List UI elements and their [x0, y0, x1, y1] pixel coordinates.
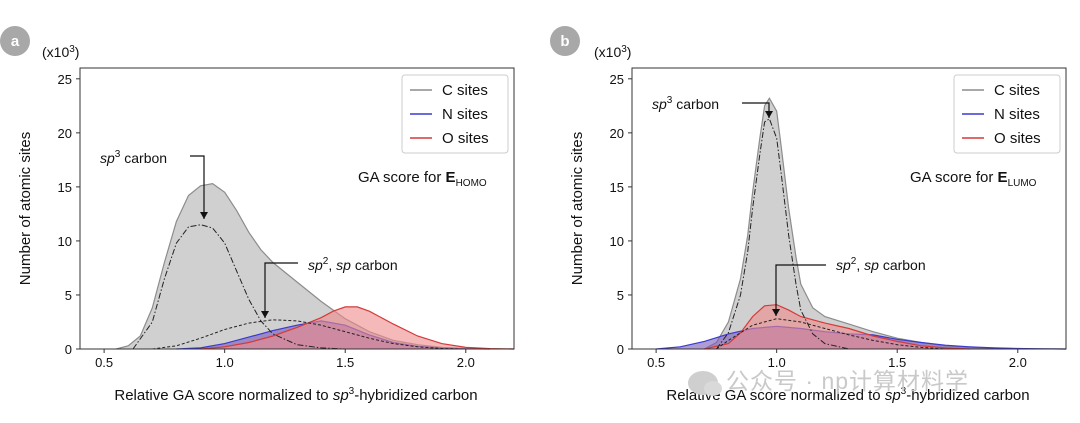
- series-area-o-sites: [200, 306, 514, 349]
- annotation-sp2-sp-carbon: sp2, sp carbon: [308, 256, 398, 273]
- panel-badge: [0, 26, 30, 56]
- legend-box: [953, 74, 1061, 154]
- series-area-c-sites: [116, 183, 514, 349]
- plot-frame: [631, 67, 1067, 350]
- legend-label: N sites: [994, 106, 1040, 123]
- y-multiplier: (x103): [42, 44, 79, 60]
- y-tick-label: 20: [58, 126, 72, 141]
- subcurve-sp2-sp: [152, 319, 466, 350]
- y-tick-label: 5: [617, 288, 624, 303]
- y-tick-label: 15: [610, 180, 624, 195]
- legend-box: [401, 74, 509, 154]
- x-tick-label: 1.0: [216, 355, 234, 370]
- y-axis-label: Number of atomic sites: [569, 132, 586, 285]
- x-tick-label: 2.0: [457, 355, 475, 370]
- series-area-c-sites: [704, 98, 1066, 349]
- panel-badge: [550, 26, 580, 56]
- subcurve-sp3: [132, 224, 346, 350]
- y-multiplier: (x103): [594, 44, 631, 60]
- x-tick-label: 1.5: [888, 355, 906, 370]
- legend-label: N sites: [442, 106, 488, 123]
- x-tick-label: 0.5: [647, 355, 665, 370]
- annotation-sp2-sp-carbon: sp2, sp carbon: [836, 256, 926, 273]
- subcurve-sp3: [715, 118, 850, 350]
- panel-letter: a: [11, 33, 20, 50]
- wechat-icon: [688, 370, 722, 396]
- annotation-arrow-line: [190, 155, 205, 219]
- plot-frame: [79, 67, 515, 350]
- x-axis-label: Relative GA score normalized to sp3-hybr…: [114, 386, 477, 404]
- subcurve-sp2-sp: [716, 318, 946, 350]
- y-tick-label: 10: [58, 234, 72, 249]
- x-tick-label: 0.5: [95, 355, 113, 370]
- y-tick-label: 25: [610, 72, 624, 87]
- y-tick-label: 25: [58, 72, 72, 87]
- x-tick-label: 2.0: [1009, 355, 1027, 370]
- legend-label: O sites: [994, 130, 1041, 147]
- annotation-arrowhead: [772, 309, 780, 316]
- annotation-arrowhead: [200, 212, 208, 219]
- annotation-arrow-line: [775, 264, 826, 316]
- x-tick-label: 1.0: [768, 355, 786, 370]
- y-tick-label: 15: [58, 180, 72, 195]
- y-tick-label: 20: [610, 126, 624, 141]
- annotation-sp3-carbon: sp3 carbon: [652, 95, 719, 112]
- annotation-arrow-line: [264, 262, 298, 318]
- annotation-sp3-carbon: sp3 carbon: [100, 149, 167, 166]
- x-tick-label: 1.5: [336, 355, 354, 370]
- series-area-o-sites: [704, 304, 970, 349]
- series-line-o-sites: [200, 306, 515, 350]
- legend-label: C sites: [994, 82, 1040, 99]
- watermark-text: 公众号 · np计算材料学: [726, 368, 970, 394]
- y-axis-label: Number of atomic sites: [17, 132, 34, 285]
- y-tick-label: 0: [617, 342, 624, 357]
- panel-letter: b: [560, 33, 569, 50]
- annotation-arrowhead: [261, 311, 269, 318]
- y-tick-label: 0: [65, 342, 72, 357]
- ga-score-label: GA score for ELUMO: [910, 169, 1037, 189]
- y-tick-label: 10: [610, 234, 624, 249]
- ga-score-label: GA score for EHOMO: [358, 169, 487, 189]
- chart-panel-a: a (x103) 0.5 1.0 1.5 2.0 0 5 10 15 20 25 Relative GA…: [0, 26, 515, 404]
- watermark: 公众号 · np计算材料学: [688, 362, 969, 396]
- y-tick-label: 5: [65, 288, 72, 303]
- legend-label: O sites: [442, 130, 489, 147]
- legend-label: C sites: [442, 82, 488, 99]
- series-line-o-sites: [704, 304, 970, 350]
- annotation-arrowhead: [765, 111, 773, 118]
